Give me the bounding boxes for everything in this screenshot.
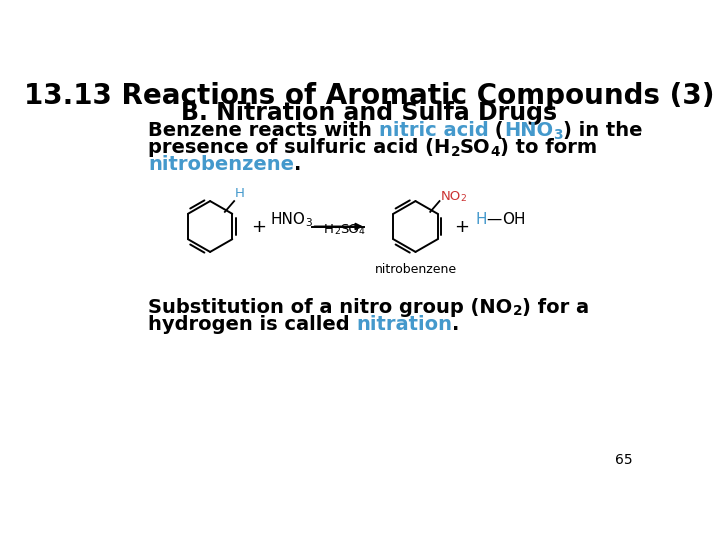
Text: 3: 3: [553, 128, 563, 142]
Text: (: (: [488, 122, 504, 140]
Text: hydrogen is called: hydrogen is called: [148, 315, 356, 334]
Text: .: .: [294, 156, 302, 174]
Text: B. Nitration and Sulfa Drugs: B. Nitration and Sulfa Drugs: [181, 101, 557, 125]
Text: SO: SO: [460, 138, 490, 157]
Text: NO: NO: [441, 190, 461, 202]
Text: H: H: [235, 187, 245, 200]
Text: 2: 2: [513, 304, 522, 318]
Text: 4: 4: [490, 145, 500, 159]
Text: +: +: [454, 218, 469, 235]
Text: H: H: [324, 222, 334, 235]
Text: 4: 4: [359, 227, 364, 237]
Text: SO: SO: [340, 222, 359, 235]
Text: ) to form: ) to form: [500, 138, 597, 157]
Text: 2: 2: [451, 145, 460, 159]
Text: 3: 3: [305, 218, 312, 228]
Text: +: +: [251, 218, 266, 235]
Text: —: —: [487, 212, 502, 227]
Text: presence of sulfuric acid (H: presence of sulfuric acid (H: [148, 138, 451, 157]
Text: nitric acid: nitric acid: [379, 122, 488, 140]
Text: .: .: [452, 315, 460, 334]
Text: ) for a: ) for a: [522, 298, 589, 317]
Text: 65: 65: [615, 453, 632, 467]
Text: 2: 2: [461, 194, 467, 203]
Text: HNO: HNO: [271, 212, 305, 227]
Text: H: H: [475, 212, 487, 227]
Text: 13.13 Reactions of Aromatic Compounds (3): 13.13 Reactions of Aromatic Compounds (3…: [24, 82, 714, 110]
Text: nitrobenzene: nitrobenzene: [374, 262, 456, 276]
Text: HNO: HNO: [504, 122, 553, 140]
Text: 2: 2: [334, 227, 340, 237]
Text: Substitution of a nitro group (NO: Substitution of a nitro group (NO: [148, 298, 513, 317]
Text: OH: OH: [502, 212, 526, 227]
Text: nitrobenzene: nitrobenzene: [148, 156, 294, 174]
Text: nitration: nitration: [356, 315, 452, 334]
Text: Benzene reacts with: Benzene reacts with: [148, 122, 379, 140]
Text: ) in the: ) in the: [563, 122, 642, 140]
